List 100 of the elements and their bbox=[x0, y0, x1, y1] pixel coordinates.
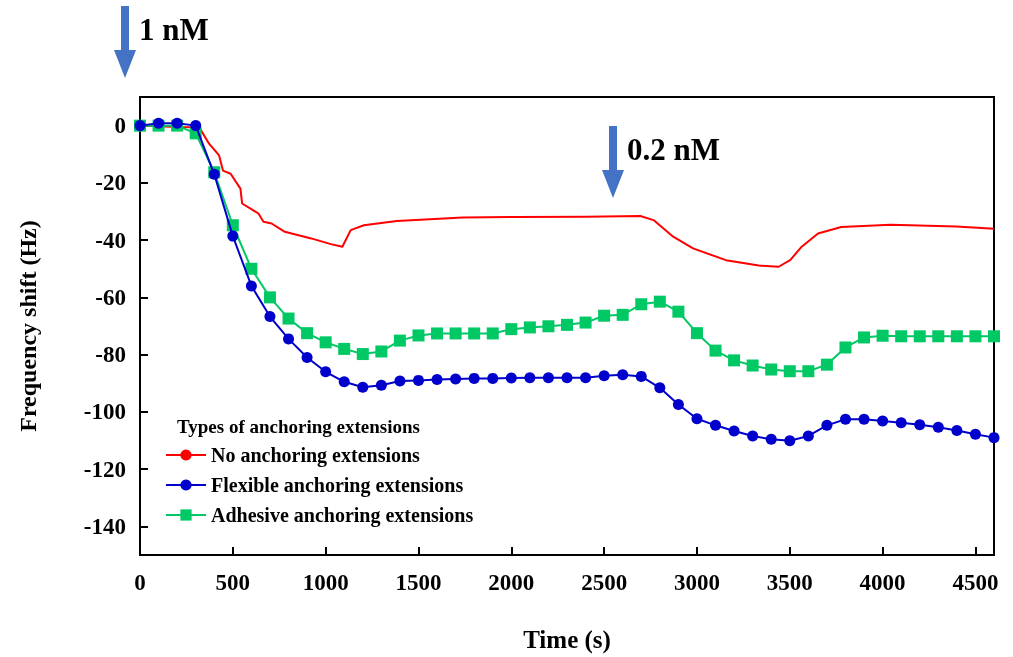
point bbox=[264, 311, 276, 323]
y-tick-label: -80 bbox=[95, 342, 126, 368]
point bbox=[561, 372, 573, 384]
y-tick-label: -20 bbox=[95, 170, 126, 196]
text: 1 nM bbox=[139, 12, 209, 48]
x-tick-label: 1500 bbox=[395, 570, 442, 595]
point bbox=[876, 329, 889, 342]
legend-label: Adhesive anchoring extensions bbox=[211, 504, 474, 527]
point bbox=[709, 344, 722, 357]
point bbox=[263, 291, 276, 304]
x-tick-label: 3000 bbox=[673, 570, 720, 595]
point bbox=[765, 363, 778, 376]
point bbox=[877, 415, 889, 427]
point bbox=[821, 419, 833, 431]
point bbox=[393, 334, 406, 347]
x-tick-label: 3500 bbox=[766, 570, 813, 595]
point bbox=[449, 327, 462, 340]
point bbox=[282, 312, 295, 325]
point bbox=[617, 369, 629, 381]
y-tick-label: -120 bbox=[83, 456, 126, 482]
point bbox=[431, 327, 444, 340]
point bbox=[784, 435, 796, 447]
x-tick-label: 4000 bbox=[859, 570, 906, 595]
point bbox=[580, 372, 592, 384]
point bbox=[542, 372, 554, 384]
point bbox=[839, 341, 852, 354]
point bbox=[301, 327, 314, 340]
point bbox=[450, 373, 462, 385]
point bbox=[950, 330, 963, 343]
point bbox=[375, 379, 387, 391]
point bbox=[190, 120, 202, 132]
point bbox=[728, 425, 740, 437]
point bbox=[690, 327, 703, 340]
point bbox=[524, 372, 536, 384]
point bbox=[747, 430, 759, 442]
point bbox=[728, 354, 741, 367]
point bbox=[969, 428, 981, 440]
point bbox=[653, 295, 666, 308]
point bbox=[895, 417, 907, 429]
point bbox=[616, 308, 629, 321]
point bbox=[635, 298, 648, 311]
point bbox=[913, 330, 926, 343]
x-tick-label: 4500 bbox=[952, 570, 999, 595]
x-tick-label: 500 bbox=[215, 570, 251, 595]
point bbox=[802, 365, 815, 378]
point bbox=[320, 366, 332, 378]
point bbox=[412, 329, 425, 342]
annotation: 0.2 nM bbox=[627, 132, 720, 168]
point bbox=[468, 372, 480, 384]
point bbox=[802, 430, 814, 442]
point bbox=[468, 327, 481, 340]
point bbox=[505, 372, 517, 384]
point bbox=[672, 305, 685, 318]
point bbox=[375, 345, 388, 358]
point bbox=[783, 365, 796, 378]
x-axis-title: Time (s) bbox=[523, 626, 611, 654]
point bbox=[598, 309, 611, 322]
legend-label: Flexible anchoring extensions bbox=[211, 474, 464, 497]
point bbox=[710, 419, 722, 431]
x-tick-label: 2000 bbox=[488, 570, 535, 595]
x-tick-label: 0 bbox=[134, 570, 146, 595]
point bbox=[505, 323, 518, 336]
point bbox=[951, 424, 963, 436]
point bbox=[765, 433, 777, 445]
point bbox=[338, 342, 351, 355]
point bbox=[523, 321, 536, 334]
point bbox=[820, 358, 833, 371]
point bbox=[487, 372, 499, 384]
point bbox=[914, 419, 926, 431]
y-tick-label: -140 bbox=[83, 513, 126, 539]
point bbox=[988, 432, 1000, 444]
legend-title: Types of anchoring extensions bbox=[177, 416, 420, 437]
point bbox=[691, 413, 703, 425]
legend-label: No anchoring extensions bbox=[211, 444, 421, 467]
point bbox=[746, 359, 759, 372]
point bbox=[969, 330, 982, 343]
point bbox=[839, 413, 851, 425]
point bbox=[635, 370, 647, 382]
point bbox=[858, 413, 870, 425]
point bbox=[245, 280, 257, 292]
point bbox=[338, 376, 350, 388]
point bbox=[356, 348, 369, 361]
x-tick-label: 2500 bbox=[581, 570, 628, 595]
point bbox=[227, 230, 239, 242]
point bbox=[672, 398, 684, 410]
point bbox=[932, 421, 944, 433]
point bbox=[542, 320, 555, 333]
point bbox=[431, 374, 443, 386]
point bbox=[895, 330, 908, 343]
point bbox=[245, 262, 258, 275]
point bbox=[988, 330, 1000, 343]
y-tick-label: -100 bbox=[83, 399, 126, 425]
point bbox=[283, 333, 295, 345]
x-tick-label: 1000 bbox=[302, 570, 349, 595]
point bbox=[561, 318, 573, 331]
point bbox=[654, 382, 666, 394]
point bbox=[412, 374, 424, 386]
point bbox=[394, 375, 406, 387]
point bbox=[319, 336, 332, 349]
y-tick-label: -40 bbox=[95, 227, 126, 253]
